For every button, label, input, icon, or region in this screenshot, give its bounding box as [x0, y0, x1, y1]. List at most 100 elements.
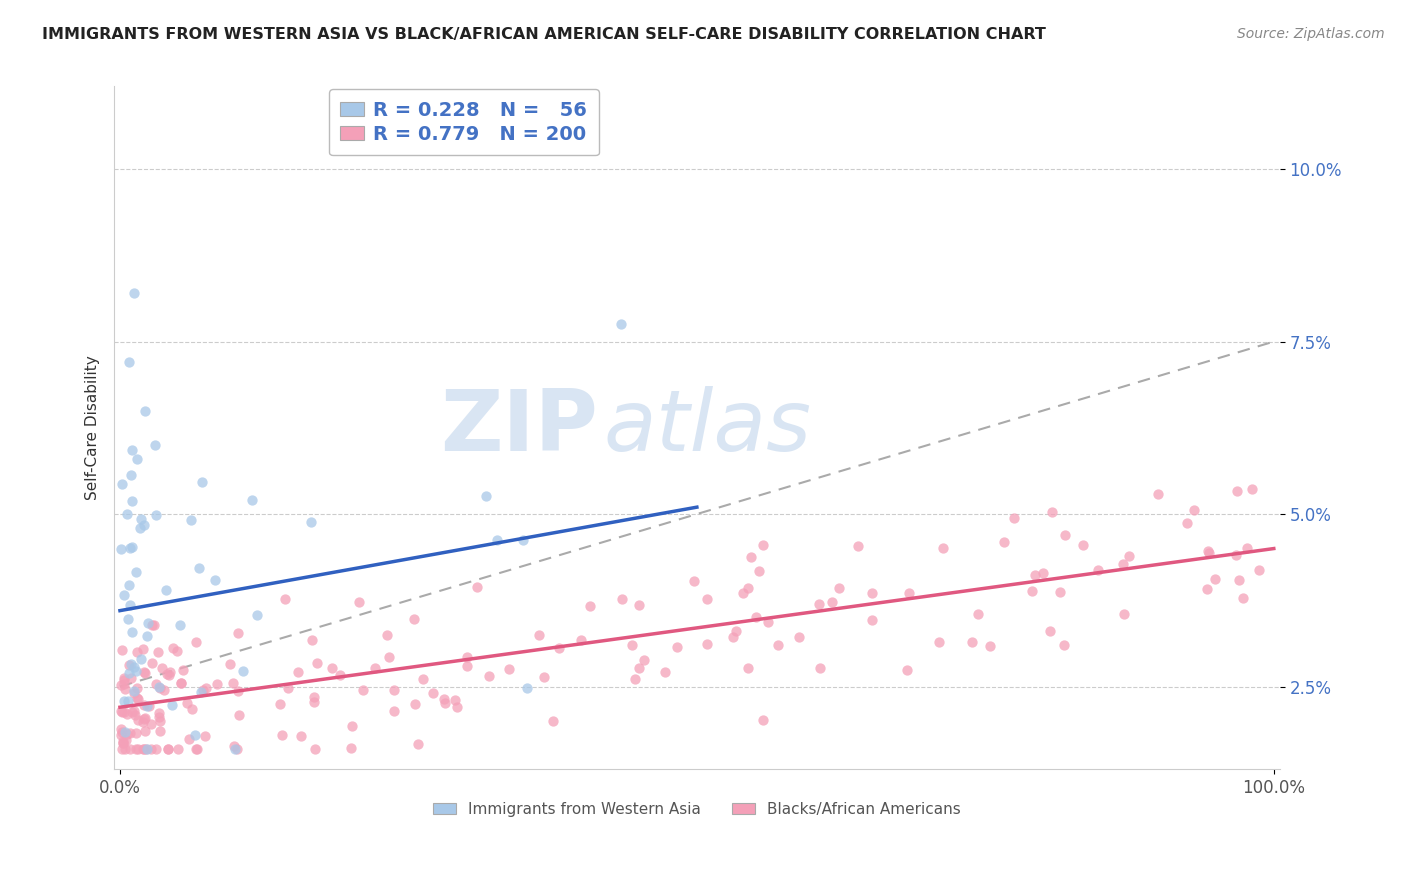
- Point: [114, 682, 136, 697]
- Point: [143, 438, 166, 452]
- Point: [404, 697, 426, 711]
- Point: [1049, 584, 1071, 599]
- Point: [127, 646, 149, 660]
- Point: [533, 669, 555, 683]
- Point: [172, 663, 194, 677]
- Point: [654, 665, 676, 679]
- Point: [160, 698, 183, 712]
- Point: [118, 355, 141, 369]
- Point: [512, 533, 534, 548]
- Point: [821, 594, 844, 608]
- Point: [112, 694, 135, 708]
- Point: [1021, 584, 1043, 599]
- Point: [665, 640, 688, 655]
- Point: [228, 684, 250, 698]
- Point: [120, 671, 142, 685]
- Y-axis label: Self-Care Disability: Self-Care Disability: [86, 355, 100, 500]
- Point: [1197, 544, 1219, 558]
- Point: [184, 635, 207, 649]
- Point: [724, 624, 747, 639]
- Point: [145, 676, 167, 690]
- Point: [120, 726, 142, 740]
- Point: [1241, 482, 1264, 496]
- Point: [932, 541, 955, 555]
- Point: [149, 681, 172, 695]
- Point: [329, 668, 352, 682]
- Point: [134, 665, 156, 680]
- Point: [129, 512, 152, 526]
- Point: [1227, 573, 1250, 587]
- Point: [340, 718, 363, 732]
- Point: [1053, 638, 1076, 652]
- Point: [181, 702, 204, 716]
- Point: [187, 560, 209, 574]
- Point: [745, 610, 768, 624]
- Point: [204, 573, 226, 587]
- Point: [301, 633, 323, 648]
- Point: [1182, 503, 1205, 517]
- Point: [111, 477, 134, 491]
- Point: [179, 732, 201, 747]
- Point: [752, 538, 775, 552]
- Point: [112, 677, 135, 691]
- Point: [194, 729, 217, 743]
- Point: [110, 704, 132, 718]
- Point: [1024, 568, 1046, 582]
- Point: [683, 574, 706, 589]
- Point: [121, 443, 143, 458]
- Point: [1204, 572, 1226, 586]
- Point: [118, 578, 141, 592]
- Point: [134, 403, 156, 417]
- Point: [579, 599, 602, 613]
- Point: [124, 708, 146, 723]
- Point: [159, 665, 181, 680]
- Point: [117, 612, 139, 626]
- Point: [340, 740, 363, 755]
- Point: [110, 722, 132, 736]
- Point: [121, 657, 143, 672]
- Point: [375, 628, 398, 642]
- Point: [1112, 607, 1135, 621]
- Point: [748, 564, 770, 578]
- Point: [721, 630, 744, 644]
- Point: [1226, 483, 1249, 498]
- Point: [121, 494, 143, 508]
- Point: [412, 672, 434, 686]
- Point: [132, 698, 155, 712]
- Point: [898, 586, 921, 600]
- Point: [122, 704, 145, 718]
- Point: [1032, 566, 1054, 581]
- Point: [960, 635, 983, 649]
- Point: [122, 660, 145, 674]
- Point: [135, 741, 157, 756]
- Point: [141, 618, 163, 632]
- Point: [112, 671, 135, 685]
- Point: [1236, 541, 1258, 555]
- Point: [274, 592, 297, 607]
- Point: [752, 713, 775, 727]
- Point: [408, 737, 430, 751]
- Point: [1175, 516, 1198, 530]
- Point: [768, 638, 790, 652]
- Point: [321, 661, 343, 675]
- Text: ZIP: ZIP: [440, 386, 598, 469]
- Point: [302, 690, 325, 705]
- Point: [184, 728, 207, 742]
- Point: [527, 628, 550, 642]
- Point: [145, 508, 167, 522]
- Point: [120, 468, 142, 483]
- Point: [156, 667, 179, 681]
- Point: [191, 475, 214, 490]
- Point: [114, 741, 136, 756]
- Point: [122, 286, 145, 301]
- Point: [139, 717, 162, 731]
- Point: [928, 635, 950, 649]
- Point: [609, 317, 631, 331]
- Point: [148, 706, 170, 721]
- Point: [1198, 546, 1220, 560]
- Point: [478, 669, 501, 683]
- Point: [118, 741, 141, 756]
- Point: [434, 697, 457, 711]
- Point: [737, 660, 759, 674]
- Point: [756, 615, 779, 629]
